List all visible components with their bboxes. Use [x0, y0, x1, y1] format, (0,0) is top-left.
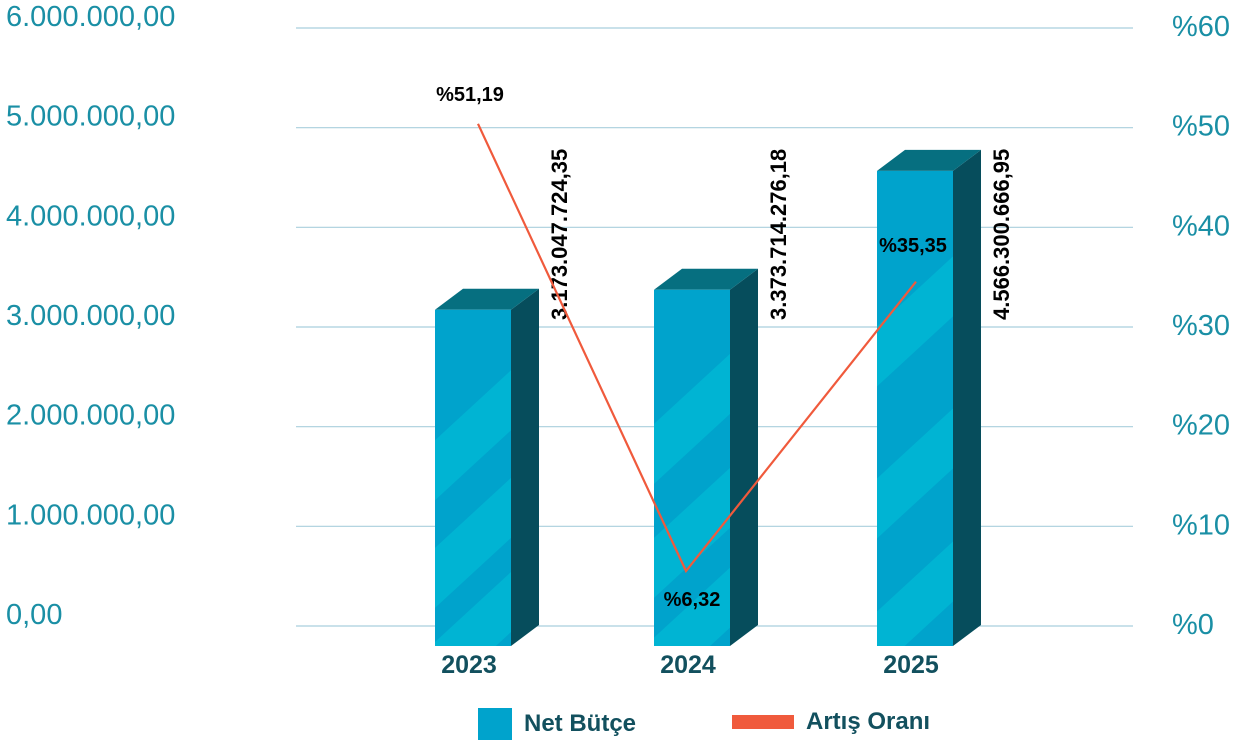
bar-value-label: 4.566.300.666,95: [989, 149, 1014, 320]
y-right-tick-label: %30: [1172, 310, 1230, 342]
bar-stripe: [877, 256, 953, 387]
category-label: 2023: [441, 651, 497, 679]
y-left-tick-label: 5.000.000,00: [6, 101, 175, 133]
bar-top: [877, 149, 981, 171]
bar-2023: [435, 288, 539, 646]
legend-swatch-net-butce: [478, 708, 512, 740]
bar-2025: [877, 149, 981, 646]
bar-side: [953, 149, 981, 646]
line-artis-orani: [477, 123, 917, 574]
y-left-tick-label: 0,00: [6, 599, 62, 631]
legend-item-net-butce: Net Bütçe: [478, 708, 636, 740]
bar-stripe: [654, 353, 730, 484]
y-left-tick-label: 3.000.000,00: [6, 300, 175, 332]
line-point-label: %6,32: [664, 589, 721, 611]
y-left-tick-label: 1.000.000,00: [6, 499, 175, 531]
legend-label-artis-orani: Artış Oranı: [806, 708, 931, 735]
category-label: 2025: [883, 651, 939, 679]
bar-stripe: [654, 567, 730, 646]
bar-top: [435, 288, 539, 310]
y-right-tick-label: %10: [1172, 509, 1230, 541]
legend: Net Bütçe Artış Oranı: [0, 700, 1255, 745]
y-right-tick-label: %60: [1172, 11, 1230, 43]
bar-stripe: [877, 408, 953, 539]
legend-item-artis-orani: Artış Oranı: [732, 708, 930, 736]
bar-stripe: [877, 541, 953, 646]
category-label: 2024: [660, 651, 716, 679]
bar-stripes: [877, 256, 953, 646]
bar-stripe: [435, 477, 511, 608]
bar-value-label: 3.373.714.276,18: [766, 149, 791, 320]
line-point-label: %51,19: [436, 84, 504, 106]
bar-2024: [654, 268, 758, 646]
bar-value-label: 3.173.047.724,35: [547, 149, 572, 320]
legend-label-net-butce: Net Bütçe: [524, 710, 637, 737]
y-right-tick-label: %50: [1172, 111, 1230, 143]
chart: 0,00 1.000.000,00 2.000.000,00 3.000.000,00…: [6, 1, 1230, 679]
y-left-tick-label: 4.000.000,00: [6, 200, 175, 232]
bar-side: [511, 288, 539, 646]
y-left-tick-label: 2.000.000,00: [6, 400, 175, 432]
line-point-label: %35,35: [879, 235, 947, 257]
bar-stripe: [654, 467, 730, 598]
y-right-tick-label: %40: [1172, 210, 1230, 242]
bar-top: [654, 268, 758, 290]
bar-stripes: [435, 370, 511, 646]
bar-stripe: [435, 370, 511, 501]
y-right-tick-label: %20: [1172, 410, 1230, 442]
y-right-tick-label: %0: [1172, 609, 1214, 641]
legend-swatch-artis-orani: [732, 715, 794, 729]
y-left-tick-label: 6.000.000,00: [6, 1, 175, 33]
bar-stripes: [654, 353, 730, 646]
bar-stripe: [435, 572, 511, 646]
bar-side: [730, 268, 758, 646]
